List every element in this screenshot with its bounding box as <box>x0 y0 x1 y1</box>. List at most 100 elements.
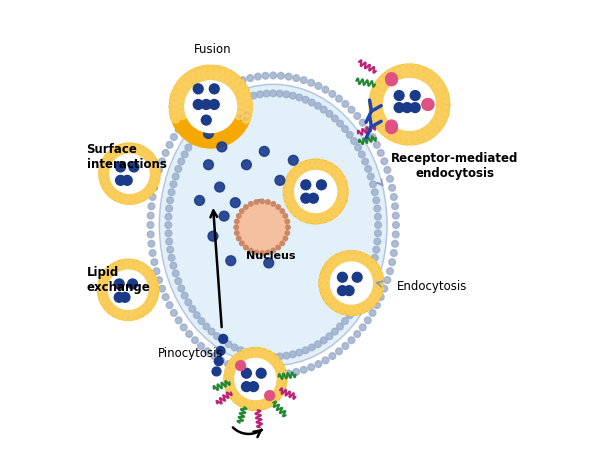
Circle shape <box>324 162 330 168</box>
Circle shape <box>131 314 137 320</box>
Circle shape <box>193 100 203 110</box>
Circle shape <box>171 91 180 100</box>
Circle shape <box>219 335 227 344</box>
Circle shape <box>128 280 137 289</box>
Circle shape <box>148 272 154 278</box>
Circle shape <box>170 310 177 317</box>
Circle shape <box>376 269 382 275</box>
Circle shape <box>371 189 378 196</box>
Circle shape <box>238 347 244 354</box>
Circle shape <box>137 197 143 203</box>
Circle shape <box>414 73 422 81</box>
Circle shape <box>275 176 285 186</box>
Circle shape <box>270 73 277 80</box>
Circle shape <box>367 271 374 277</box>
Circle shape <box>424 78 432 87</box>
Circle shape <box>181 324 187 331</box>
Circle shape <box>239 242 244 246</box>
Circle shape <box>325 275 331 281</box>
Circle shape <box>107 181 113 187</box>
Circle shape <box>274 368 280 374</box>
Circle shape <box>180 89 189 98</box>
Circle shape <box>410 103 420 113</box>
Circle shape <box>374 302 380 309</box>
Circle shape <box>243 97 252 106</box>
Circle shape <box>253 348 259 354</box>
Circle shape <box>392 231 399 238</box>
Circle shape <box>296 95 302 101</box>
Circle shape <box>148 203 155 210</box>
Circle shape <box>260 251 264 256</box>
Circle shape <box>236 80 244 89</box>
Circle shape <box>107 152 113 158</box>
Circle shape <box>280 371 286 377</box>
Circle shape <box>233 117 241 126</box>
Circle shape <box>369 101 377 109</box>
Circle shape <box>171 115 180 124</box>
Circle shape <box>142 155 148 161</box>
Circle shape <box>308 345 315 351</box>
Circle shape <box>235 112 244 120</box>
Circle shape <box>152 182 158 188</box>
Circle shape <box>125 315 131 321</box>
Circle shape <box>202 100 211 110</box>
Circle shape <box>314 341 321 348</box>
Circle shape <box>428 120 436 128</box>
Circle shape <box>374 230 381 237</box>
Circle shape <box>369 65 449 145</box>
Circle shape <box>171 115 180 124</box>
Circle shape <box>386 268 394 275</box>
Circle shape <box>242 115 250 124</box>
Circle shape <box>264 396 270 402</box>
Circle shape <box>403 65 410 73</box>
Circle shape <box>121 144 127 150</box>
Circle shape <box>215 67 224 76</box>
Circle shape <box>120 260 126 266</box>
Circle shape <box>324 297 330 303</box>
Circle shape <box>203 133 212 141</box>
Circle shape <box>209 100 219 110</box>
Circle shape <box>203 140 212 149</box>
Circle shape <box>109 186 115 192</box>
Circle shape <box>259 354 265 360</box>
Circle shape <box>103 292 109 298</box>
Circle shape <box>132 144 138 150</box>
Circle shape <box>151 259 158 266</box>
Circle shape <box>215 67 224 76</box>
Circle shape <box>233 89 241 98</box>
Circle shape <box>230 382 236 387</box>
Circle shape <box>115 262 121 267</box>
Circle shape <box>286 226 290 230</box>
Circle shape <box>408 72 416 80</box>
Circle shape <box>188 80 196 89</box>
Circle shape <box>314 213 320 219</box>
Circle shape <box>291 178 298 184</box>
Circle shape <box>248 249 253 253</box>
Circle shape <box>285 370 292 377</box>
Circle shape <box>128 193 134 199</box>
Circle shape <box>235 359 276 400</box>
Circle shape <box>170 134 177 141</box>
Circle shape <box>408 130 416 138</box>
Circle shape <box>162 150 169 157</box>
Circle shape <box>308 166 314 172</box>
Circle shape <box>307 160 313 166</box>
Circle shape <box>373 119 381 127</box>
Circle shape <box>302 97 309 104</box>
Circle shape <box>409 65 416 73</box>
Circle shape <box>334 261 340 267</box>
Circle shape <box>209 85 219 95</box>
Circle shape <box>166 206 172 212</box>
Circle shape <box>103 156 109 162</box>
Circle shape <box>295 171 337 213</box>
Circle shape <box>236 106 245 115</box>
Circle shape <box>204 96 211 103</box>
Circle shape <box>177 126 185 134</box>
Circle shape <box>148 241 155 248</box>
Circle shape <box>229 360 235 366</box>
Text: Endocytosis: Endocytosis <box>397 279 467 292</box>
Circle shape <box>377 286 383 292</box>
Circle shape <box>243 355 249 361</box>
Circle shape <box>289 189 295 195</box>
Circle shape <box>151 276 157 282</box>
